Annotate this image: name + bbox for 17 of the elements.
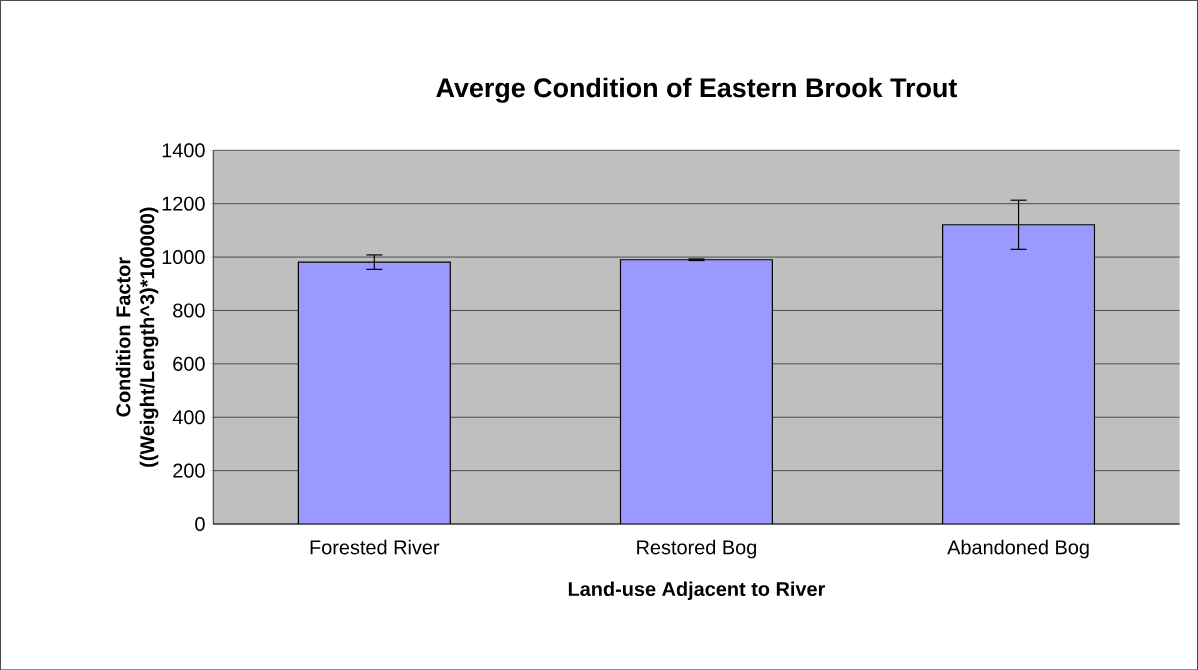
x-axis-title: Land-use Adjacent to River [568, 581, 826, 600]
y-axis-title: Condition Factor ((Weight/Length^3)*100000) [115, 207, 159, 467]
bar [942, 224, 1096, 524]
y-tick-label: 600 [173, 356, 205, 371]
chart-title: Averge Condition of Eastern Brook Trout [436, 77, 957, 103]
y-tick-label: 0 [195, 516, 205, 531]
y-tick-label: 400 [172, 410, 205, 425]
y-tick-label: 1400 [162, 143, 205, 158]
y-tick-label: 1200 [162, 196, 205, 211]
y-tick-label: 1000 [162, 249, 205, 264]
bar [620, 259, 773, 524]
x-tick-label: Abandoned Bog [947, 539, 1089, 559]
x-tick-label: Restored Bog [637, 539, 757, 559]
bar [298, 261, 451, 524]
y-tick-label: 200 [173, 463, 205, 478]
x-tick-label: Forested River [310, 539, 440, 555]
y-tick-label: 800 [173, 303, 205, 318]
